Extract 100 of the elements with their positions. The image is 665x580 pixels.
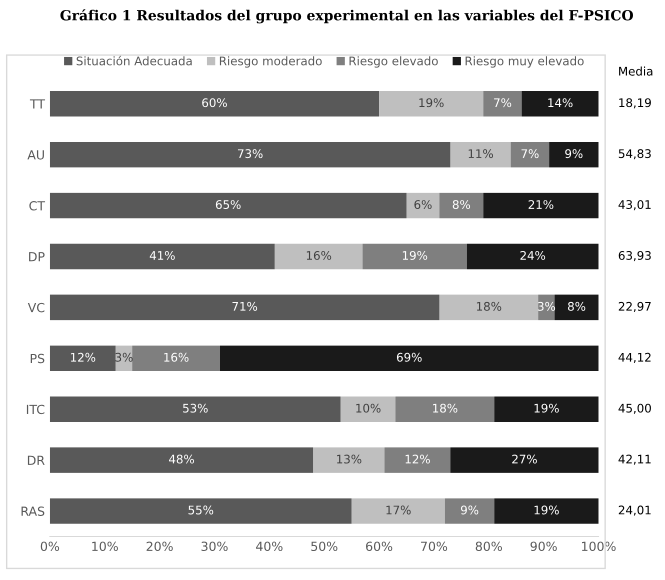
data-label: 16% <box>164 352 189 362</box>
legend-label: Riesgo moderado <box>220 56 322 68</box>
bar <box>50 396 341 422</box>
text: 45,00 <box>618 404 651 414</box>
y-tick-label: PS <box>30 354 44 364</box>
bar <box>116 346 132 372</box>
x-tick-label: 0% <box>40 542 60 552</box>
text: 54,83 <box>618 149 651 160</box>
data-label: 41% <box>150 250 175 260</box>
bar <box>396 396 494 422</box>
text: 42,11 <box>618 454 651 465</box>
data-label: 3% <box>538 302 556 311</box>
bar <box>50 192 406 218</box>
data-label: 65% <box>216 200 241 210</box>
data-label: 12% <box>70 352 96 362</box>
bar <box>132 346 220 372</box>
y-tick-label: DR <box>28 456 45 465</box>
data-label: 9% <box>565 149 583 158</box>
data-label: 19% <box>534 404 559 413</box>
y-tick-label: TT <box>30 99 46 109</box>
bar <box>510 142 550 168</box>
x-tick-label: 40% <box>256 542 283 552</box>
data-label: 17% <box>386 506 411 514</box>
bar <box>313 447 385 473</box>
data-label: 14% <box>548 98 573 108</box>
bar <box>50 294 440 320</box>
bar <box>549 142 598 168</box>
x-tick-label: 60% <box>366 542 392 552</box>
legend-label: Riesgo muy elevado <box>466 56 584 68</box>
bar <box>554 294 598 320</box>
data-label: 19% <box>402 250 428 260</box>
text: 43,01 <box>618 200 651 210</box>
y-tick-label: VC <box>28 302 44 312</box>
x-tick-label: 70% <box>421 542 448 552</box>
data-label: 27% <box>512 454 537 464</box>
y-tick-label: AU <box>27 150 44 160</box>
bar <box>483 91 522 116</box>
data-label: 21% <box>528 200 554 210</box>
data-label: 18% <box>433 404 458 413</box>
data-label: 3% <box>115 352 133 362</box>
bar <box>522 91 598 116</box>
bar <box>466 244 598 270</box>
x-tick-label: 10% <box>92 542 118 552</box>
data-label: 11% <box>468 149 494 158</box>
bar <box>50 142 450 168</box>
data-label: 10% <box>356 404 381 413</box>
bar <box>340 396 396 422</box>
x-tick-label: 90% <box>530 542 557 552</box>
data-label: 8% <box>452 200 470 210</box>
bar <box>494 396 598 422</box>
bar <box>494 498 598 524</box>
x-tick-label: 20% <box>146 542 173 552</box>
bar <box>384 447 450 473</box>
data-label: 24% <box>520 250 546 260</box>
legend-label: Situación Adecuada <box>76 56 192 66</box>
text: 63,93 <box>618 250 651 262</box>
bar <box>50 244 275 270</box>
data-label: 55% <box>188 506 214 514</box>
x-tick-label: 50% <box>311 542 338 552</box>
y-tick-label: RAS <box>22 506 44 516</box>
data-label: 53% <box>183 404 208 413</box>
text: Media <box>619 66 652 76</box>
bar <box>444 498 494 524</box>
bar <box>406 192 440 218</box>
bar <box>50 91 380 116</box>
data-label: 9% <box>460 506 478 514</box>
legend-label: Riesgo elevado <box>350 56 438 68</box>
text: 22,97 <box>618 302 651 312</box>
data-label: 6% <box>414 200 432 210</box>
x-tick-label: 100% <box>582 542 616 552</box>
data-label: 7% <box>522 149 539 158</box>
bar <box>362 244 467 270</box>
bar <box>439 192 484 218</box>
bar <box>50 346 116 372</box>
data-label: 7% <box>494 98 512 108</box>
x-tick-label: 80% <box>476 542 502 552</box>
bar <box>352 498 445 524</box>
x-tick-label: 30% <box>202 542 228 552</box>
chart-title: Gráfico 1 Resultados del grupo experimental en las variables del F-PSICO <box>60 9 633 24</box>
data-label: 48% <box>169 454 194 464</box>
bar <box>274 244 363 270</box>
bar <box>50 447 314 473</box>
data-label: 60% <box>202 98 227 108</box>
y-tick-label: ITC <box>26 404 44 414</box>
bar <box>220 346 598 372</box>
text: 44,12 <box>618 352 651 363</box>
y-tick-label: DP <box>29 252 45 262</box>
y-tick-label: CT <box>29 201 46 211</box>
bar <box>50 498 352 524</box>
data-label: 16% <box>306 250 332 260</box>
data-label: 12% <box>406 454 430 464</box>
data-label: 71% <box>232 302 258 311</box>
bar <box>379 91 484 116</box>
data-label: 73% <box>238 149 263 158</box>
data-label: 8% <box>568 302 586 311</box>
data-label: 19% <box>419 98 444 108</box>
text: 18,19 <box>619 98 651 108</box>
bar <box>450 142 511 168</box>
bar <box>483 192 598 218</box>
data-label: 19% <box>534 506 559 514</box>
